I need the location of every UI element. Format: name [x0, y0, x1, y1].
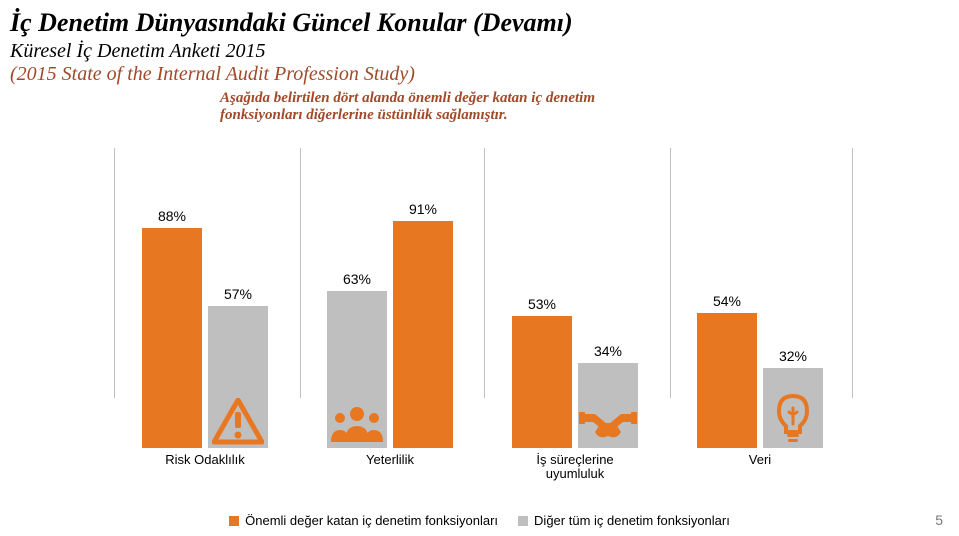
legend-label: Diğer tüm iç denetim fonksiyonları	[534, 513, 730, 528]
bar-value-label: 34%	[578, 343, 638, 359]
handshake-icon	[578, 406, 638, 446]
grid-line	[484, 148, 485, 398]
desc-line-1: Aşağıda belirtilen dört alanda önemli de…	[220, 90, 595, 106]
legend-item: Önemli değer katan iç denetim fonksiyonl…	[229, 513, 498, 528]
bar-value-label: 54%	[697, 293, 757, 309]
bar: 32%	[763, 368, 823, 448]
warning-icon	[208, 398, 268, 446]
bar-value-label: 63%	[327, 271, 387, 287]
category-label: Risk Odaklılık	[120, 453, 290, 467]
bar-chart: 88%57% Risk Odaklılık63% 91%Yeterlilik53…	[100, 148, 860, 448]
chart-description: Aşağıda belirtilen dört alanda önemli de…	[0, 86, 959, 125]
bar-group: 53%34% İş süreçlerineuyumluluk	[490, 198, 660, 448]
bar-value-label: 88%	[142, 208, 202, 224]
bar: 34%	[578, 363, 638, 448]
legend-item: Diğer tüm iç denetim fonksiyonları	[518, 513, 730, 528]
grid-line	[114, 148, 115, 398]
bar: 54%	[697, 313, 757, 448]
subtitle: Küresel İç Denetim Anketi 2015	[0, 38, 959, 63]
bar-value-label: 57%	[208, 286, 268, 302]
bar-group: 88%57% Risk Odaklılık	[120, 198, 290, 448]
desc-line-2: fonksiyonları diğerlerine üstünlük sağla…	[220, 107, 508, 123]
bulb-icon	[763, 394, 823, 446]
bar: 63%	[327, 291, 387, 449]
bar-value-label: 53%	[512, 296, 572, 312]
bar: 91%	[393, 221, 453, 449]
bar-group: 54%32% Veri	[675, 198, 845, 448]
category-label: İş süreçlerineuyumluluk	[490, 453, 660, 482]
bar: 57%	[208, 306, 268, 449]
bar: 53%	[512, 316, 572, 449]
page-number: 5	[935, 512, 943, 528]
study-name: (2015 State of the Internal Audit Profes…	[0, 63, 959, 86]
grid-line	[300, 148, 301, 398]
legend-label: Önemli değer katan iç denetim fonksiyonl…	[245, 513, 498, 528]
page-title: İç Denetim Dünyasındaki Güncel Konular (…	[0, 0, 959, 38]
bar-value-label: 32%	[763, 348, 823, 364]
category-label: Yeterlilik	[305, 453, 475, 467]
chart-legend: Önemli değer katan iç denetim fonksiyonl…	[0, 513, 959, 528]
bar-group: 63% 91%Yeterlilik	[305, 198, 475, 448]
category-label: Veri	[675, 453, 845, 467]
people-icon	[327, 402, 387, 446]
legend-swatch	[229, 516, 239, 526]
legend-swatch	[518, 516, 528, 526]
bar: 88%	[142, 228, 202, 448]
grid-line	[670, 148, 671, 398]
grid-line	[852, 148, 853, 398]
bar-value-label: 91%	[393, 201, 453, 217]
